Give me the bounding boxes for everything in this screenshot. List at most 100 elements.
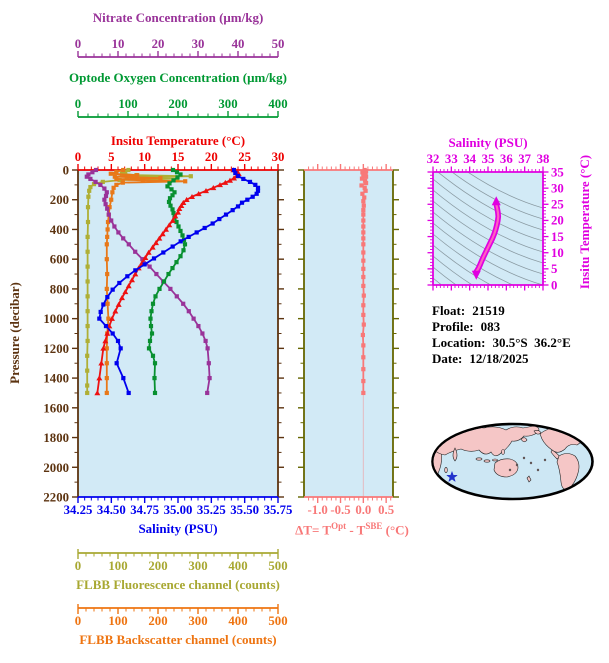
marker — [361, 236, 366, 241]
temperature-axis-title: Insitu Temperature (°C) — [110, 133, 246, 148]
island-dot — [515, 463, 519, 467]
marker — [166, 222, 173, 228]
tick-label: 10 — [138, 150, 151, 164]
marker — [156, 235, 163, 241]
marker — [86, 194, 91, 199]
marker — [104, 286, 109, 292]
marker — [109, 197, 114, 202]
pressure-axis-title: Pressure (decibar) — [7, 282, 22, 384]
marker — [362, 185, 367, 190]
marker — [235, 173, 241, 179]
marker — [158, 176, 163, 181]
marker — [88, 176, 93, 182]
continent-shape — [579, 426, 589, 435]
marker — [172, 190, 177, 195]
marker — [183, 179, 188, 184]
marker — [104, 330, 111, 336]
tick-label: 0 — [75, 614, 81, 628]
contour-line — [451, 172, 543, 220]
marker — [217, 216, 222, 222]
contour-line — [433, 266, 457, 285]
tick-label: 300 — [188, 614, 207, 628]
tick-label: 34.50 — [97, 503, 126, 517]
marker — [361, 274, 366, 280]
marker — [361, 355, 366, 360]
ts-curve-core — [475, 203, 500, 273]
marker — [151, 256, 157, 261]
tick-label: 400 — [228, 559, 247, 573]
marker — [168, 203, 173, 208]
marker — [98, 309, 103, 315]
float-info-row: Date: 12/18/2025 — [432, 351, 529, 366]
marker — [161, 250, 166, 255]
marker — [114, 361, 119, 366]
marker — [361, 322, 366, 327]
marker — [126, 242, 131, 247]
marker — [104, 190, 109, 195]
marker — [85, 368, 90, 373]
marker — [183, 196, 190, 203]
marker — [206, 361, 211, 366]
tick-label: 300 — [218, 97, 237, 111]
marker — [169, 187, 174, 192]
marker — [175, 209, 181, 215]
marker — [167, 181, 172, 186]
marker — [163, 226, 169, 232]
marker — [85, 234, 90, 239]
tick-label: 0 — [63, 164, 69, 178]
marker — [93, 179, 98, 184]
marker — [361, 199, 366, 204]
marker — [361, 266, 366, 271]
marker — [105, 219, 111, 225]
marker — [152, 390, 158, 396]
marker — [361, 172, 366, 177]
marker — [150, 301, 156, 306]
float-info: Float: 21519 Profile: 083 Location: 30.5°S … — [432, 303, 571, 367]
marker — [231, 167, 237, 173]
marker — [85, 219, 91, 225]
marker — [363, 180, 369, 186]
marker — [140, 257, 145, 262]
tick-label: 34.25 — [64, 503, 93, 517]
oxygen-axis-title: Optode Oxygen Concentration (μm/kg) — [69, 70, 287, 85]
tick-label: 300 — [188, 559, 207, 573]
marker — [104, 242, 109, 247]
marker — [85, 249, 90, 254]
marker — [87, 188, 92, 193]
tick-label: 35 — [482, 152, 495, 166]
marker — [361, 303, 366, 308]
contour-line — [433, 233, 514, 285]
arrow-down — [471, 270, 481, 280]
marker — [104, 361, 109, 366]
marker — [104, 375, 109, 381]
marker — [205, 390, 210, 396]
marker — [110, 190, 115, 195]
marker — [361, 378, 366, 384]
tick-label: -1.0 — [308, 503, 328, 517]
marker — [91, 182, 97, 187]
marker — [90, 170, 95, 175]
marker — [122, 289, 129, 295]
marker — [110, 331, 115, 336]
marker — [361, 343, 366, 348]
marker — [142, 262, 147, 267]
marker — [230, 208, 235, 213]
marker — [133, 249, 138, 254]
tick-label: 0 — [75, 559, 81, 573]
tick-label: 37 — [518, 152, 531, 166]
fluorescence-axis-title: FLBB Fluorescence channel (counts) — [76, 577, 280, 592]
fluorescence-axis: 0 100 200 300 400 500 — [75, 549, 288, 573]
marker — [103, 202, 108, 207]
tick-label: 10 — [551, 246, 564, 260]
marker — [112, 308, 119, 314]
marker — [205, 346, 210, 351]
marker — [222, 179, 229, 185]
tick-label: 200 — [50, 193, 69, 207]
marker — [84, 174, 89, 179]
marker — [116, 230, 121, 235]
marker — [210, 221, 215, 226]
marker — [202, 225, 207, 231]
tick-label: 20 — [152, 37, 165, 51]
continent-shape — [475, 457, 483, 461]
marker — [195, 190, 202, 197]
